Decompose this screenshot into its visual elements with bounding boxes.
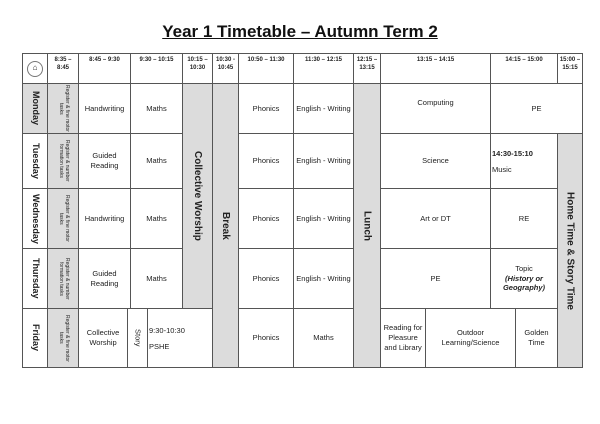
lesson-cell: Maths [293, 308, 354, 368]
lesson-cell: Maths [130, 133, 183, 189]
time-header: 10:30 - 10:45 [212, 53, 239, 84]
time-header: 11:30 – 12:15 [293, 53, 354, 84]
lesson-cell: Handwriting [78, 188, 131, 249]
lunch-span: Lunch [353, 83, 381, 368]
lesson-time: 14:30-15:10 [492, 149, 533, 159]
lesson-cell: PE [380, 248, 491, 309]
day-tuesday: Tuesday [22, 133, 48, 189]
time-header: 13:15 – 14:15 [380, 53, 491, 84]
lesson-time: 9:30-10:30 [149, 326, 185, 336]
school-logo: ⌂ [22, 53, 48, 84]
lesson-note: (History or Geography) [502, 273, 546, 293]
lesson-cell: Guided Reading [78, 248, 131, 309]
register-cell: Register & fine motor tasks [47, 188, 79, 249]
lesson-cell: Science [380, 133, 491, 189]
lesson-cell: English - Writing [293, 133, 354, 189]
lesson-cell: RE [490, 188, 558, 249]
lesson-cell: English - Writing [293, 248, 354, 309]
lesson-cell: Handwriting [78, 83, 131, 134]
register-cell: Register & number formation tasks [47, 133, 79, 189]
lesson-cell: 14:30-15:10 Music [490, 133, 558, 189]
lesson-cell: Computing [380, 83, 491, 134]
lesson-cell: Golden Time [515, 308, 558, 368]
page-title: Year 1 Timetable – Autumn Term 2 [162, 22, 438, 41]
day-friday: Friday [22, 308, 48, 368]
lesson-cell: Reading for Pleasure and Library [380, 308, 426, 368]
lesson-cell: Phonics [238, 83, 294, 134]
collective-worship-span: Collective Worship [182, 83, 213, 309]
time-header: 12:15 – 13:15 [353, 53, 381, 84]
register-cell: Register & fine motor tasks [47, 308, 79, 368]
story-cell: Story [127, 308, 148, 368]
lesson-cell: PE [490, 83, 583, 134]
time-header: 9:30 – 10:15 [130, 53, 183, 84]
lesson-cell: English - Writing [293, 83, 354, 134]
lesson-cell: Phonics [238, 188, 294, 249]
lesson-name: Music [492, 165, 512, 174]
time-header: 10:15 – 10:30 [182, 53, 213, 84]
day-wednesday: Wednesday [22, 188, 48, 249]
lesson-cell: Collective Worship [78, 308, 128, 368]
day-monday: Monday [22, 83, 48, 134]
lesson-cell: Phonics [238, 133, 294, 189]
lesson-cell: Maths [130, 248, 183, 309]
time-header: 14:15 – 15:00 [490, 53, 558, 84]
day-thursday: Thursday [22, 248, 48, 309]
lesson-cell: Phonics [238, 308, 294, 368]
school-logo-icon: ⌂ [27, 60, 43, 77]
break-span: Break [212, 83, 239, 368]
lesson-cell: Art or DT [380, 188, 491, 249]
time-header: 10:50 – 11:30 [238, 53, 294, 84]
time-header: 8:35 – 8:45 [47, 53, 79, 84]
register-cell: Register & number formation tasks [47, 248, 79, 309]
time-header: 15:00 – 15:15 [557, 53, 583, 84]
lesson-cell: Maths [130, 188, 183, 249]
lesson-cell: English - Writing [293, 188, 354, 249]
lesson-cell: Outdoor Learning/Science [425, 308, 516, 368]
lesson-name: PSHE [149, 342, 170, 351]
lesson-cell: Topic (History or Geography) [490, 248, 558, 309]
lesson-cell: 9:30-10:30 PSHE [147, 308, 213, 368]
home-time-span: Home Time & Story Time [557, 133, 583, 368]
lesson-name: Topic [515, 263, 533, 273]
lesson-cell: Maths [130, 83, 183, 134]
lesson-cell: Guided Reading [78, 133, 131, 189]
register-cell: Register & fine motor tasks [47, 83, 79, 134]
time-header: 8:45 – 9:30 [78, 53, 131, 84]
lesson-cell: Phonics [238, 248, 294, 309]
